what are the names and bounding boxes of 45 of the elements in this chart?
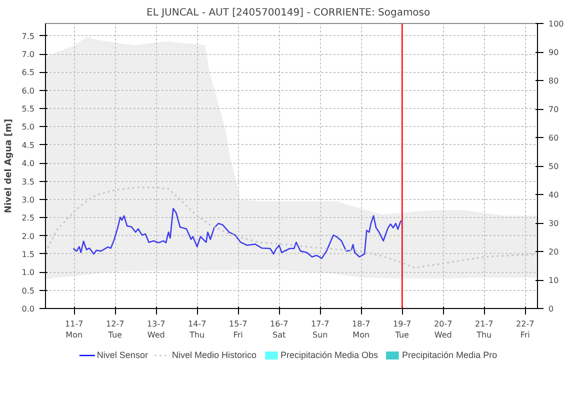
y-tick-label: 0.5 xyxy=(22,286,35,296)
y2-tick-label: 80 xyxy=(548,76,559,86)
y-tick-label: 7.0 xyxy=(22,50,35,60)
y2-tick-label: 100 xyxy=(548,20,564,28)
legend-label: Precipitación Media Obs xyxy=(280,350,378,360)
x-tick-label: 21-7 Thu xyxy=(475,320,494,340)
chart-title: EL JUNCAL - AUT [2405700149] - CORRIENTE: Sogamoso xyxy=(146,8,430,18)
y-tick-label: 6.0 xyxy=(22,86,35,96)
x-tick-label: 13-7 Wed xyxy=(147,320,166,340)
y2-tick-label: 20 xyxy=(548,248,559,256)
x-tick-label: 16-7 Sat xyxy=(270,320,288,340)
x-tick-label: 20-7 Wed xyxy=(434,320,452,340)
y2-tick-label: 70 xyxy=(548,105,559,114)
y-tick-label: 3.5 xyxy=(22,177,35,186)
y2-tick-label: 10 xyxy=(548,276,559,285)
x-tick-label: 11-7 Mon xyxy=(65,320,84,340)
y-tick-label: 1.5 xyxy=(22,250,35,259)
y2-tick-label: 60 xyxy=(548,134,559,142)
y-tick-label: 6.5 xyxy=(22,68,35,78)
x-tick-label: 12-7 Tue xyxy=(106,320,124,340)
y-tick-label: 2.5 xyxy=(22,214,35,223)
y-tick-label: 1.0 xyxy=(22,268,35,278)
x-tick-label: 17-7 Sun xyxy=(311,320,330,340)
y-tick-label: 7.5 xyxy=(22,32,35,41)
y2-tick-label: 40 xyxy=(548,190,559,200)
y-tick-label: 5.5 xyxy=(22,104,35,114)
y2-tick-label: 50 xyxy=(548,162,559,171)
x-tick-label: 19-7 Tue xyxy=(393,320,412,340)
x-tick-label: 14-7 Thu xyxy=(188,320,206,340)
y2-tick-label: 90 xyxy=(548,48,559,57)
y-tick-label: 0.0 xyxy=(22,304,35,314)
legend-label: Precipitación Media Pro xyxy=(402,350,498,360)
y-tick-label: 3.0 xyxy=(22,195,35,204)
y-axis-title: Nivel del Agua [m] xyxy=(4,118,14,214)
x-tick-label: 15-7 Fri xyxy=(229,320,248,340)
y2-tick-label: 0 xyxy=(548,304,554,314)
x-tick-label: 18-7 Mon xyxy=(352,320,370,340)
x-tick-label: 22-7 Fri xyxy=(516,320,534,340)
y-tick-label: 5.0 xyxy=(22,122,35,132)
legend-label: Nivel Medio Historico xyxy=(172,350,256,360)
y-tick-label: 4.0 xyxy=(22,159,35,168)
y-tick-label: 2.0 xyxy=(22,232,35,241)
y2-tick-label: 30 xyxy=(548,219,559,228)
y-tick-label: 4.5 xyxy=(22,140,35,150)
legend-label: Nivel Sensor xyxy=(96,350,148,360)
